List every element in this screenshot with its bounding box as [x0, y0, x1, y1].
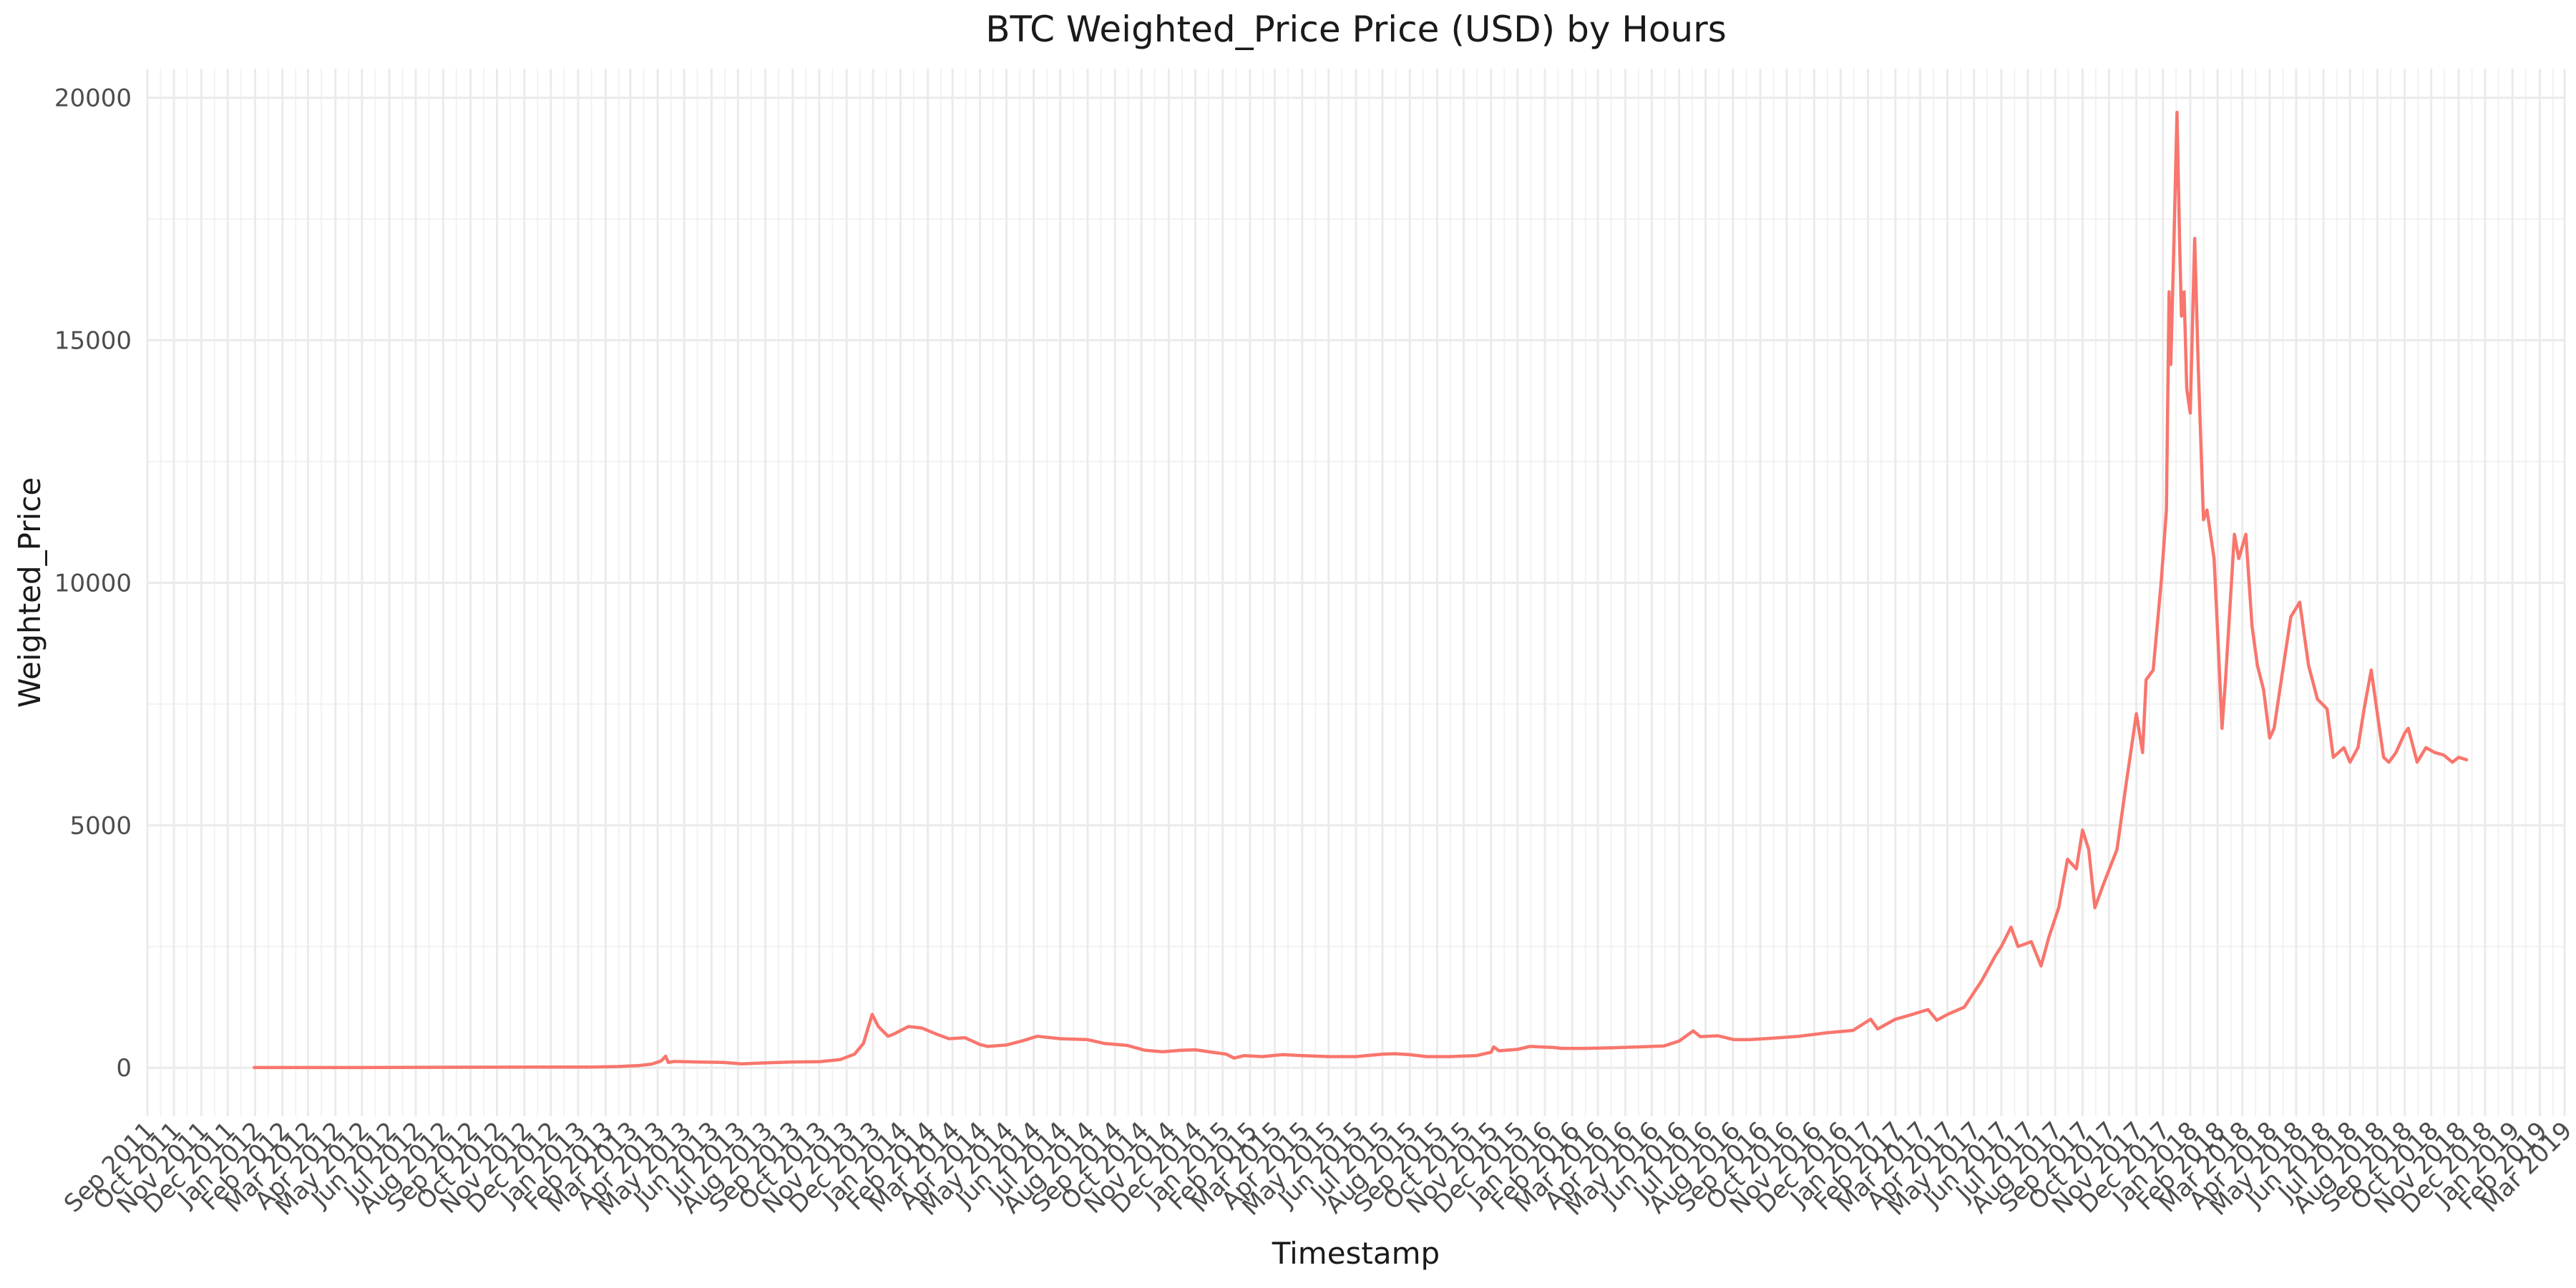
x-axis-title: Timestamp: [1272, 1236, 1440, 1271]
grid: [146, 69, 2566, 1116]
chart-title: BTC Weighted_Price Price (USD) by Hours: [985, 9, 1727, 50]
y-axis-title: Weighted_Price: [12, 477, 47, 708]
y-tick-label: 15000: [54, 327, 132, 356]
y-tick-labels: 0 5000 10000 15000 20000: [54, 84, 132, 1083]
series-layer: [253, 110, 2469, 1070]
y-tick-label: 20000: [54, 84, 132, 113]
y-tick-label: 5000: [69, 811, 132, 840]
y-tick-label: 10000: [54, 569, 132, 597]
series-line: [253, 110, 2469, 1070]
y-tick-label: 0: [116, 1054, 132, 1083]
